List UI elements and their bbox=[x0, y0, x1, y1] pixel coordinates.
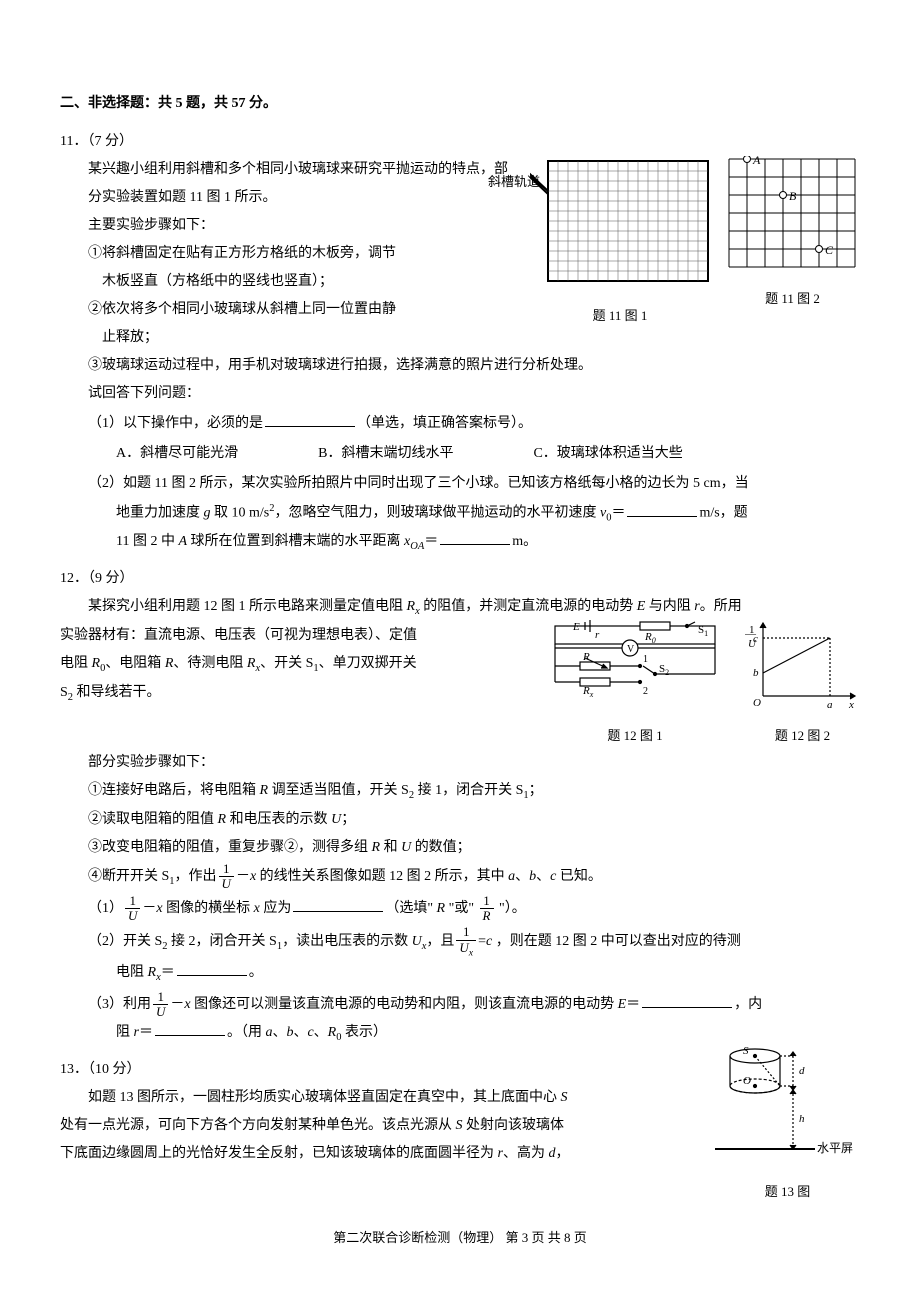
q12-circuit-svg: E r R0 S1 V R Rx 1 2 S2 bbox=[545, 618, 725, 708]
section-title: 二、非选择题：共 5 题，共 57 分。 bbox=[60, 90, 860, 118]
svg-text:c: c bbox=[753, 633, 758, 645]
q12-graph-svg: 1—U x O a b c bbox=[745, 618, 860, 708]
svg-text:C: C bbox=[825, 243, 834, 257]
q12-sub2b: 电阻 Rx＝。 bbox=[60, 959, 860, 988]
blank bbox=[293, 896, 383, 911]
svg-text:O: O bbox=[743, 1075, 751, 1087]
q12-step1: ①连接好电路后，将电阻箱 R 调至适当阻值，开关 S2 接 1，闭合开关 S1； bbox=[60, 777, 860, 806]
svg-text:Rx: Rx bbox=[582, 685, 594, 699]
q11-number: 11．（7 分） bbox=[60, 128, 860, 156]
q11-sub2a: （2）如题 11 图 2 所示，某次实验所拍照片中同时出现了三个小球。已知该方格… bbox=[60, 470, 860, 498]
svg-text:x: x bbox=[848, 699, 854, 708]
svg-text:a: a bbox=[827, 699, 833, 708]
blank bbox=[155, 1021, 225, 1036]
q12-figures: E r R0 S1 V R Rx 1 2 S2 题 12 图 1 1—U x O… bbox=[545, 618, 860, 749]
q11-figures: 斜槽轨道 题 11 图 1 A B C 题 11 图 2 bbox=[530, 156, 860, 329]
q11-fig1-caption: 题 11 图 1 bbox=[530, 303, 710, 329]
q11-optC: C．玻璃球体积适当大些 bbox=[533, 440, 682, 468]
q11-step3: ③玻璃球运动过程中，用手机对玻璃球进行拍摄，选择满意的照片进行分析处理。 bbox=[60, 352, 860, 380]
q12-steps-title: 部分实验步骤如下： bbox=[60, 749, 860, 777]
svg-text:B: B bbox=[789, 189, 797, 203]
svg-text:R: R bbox=[582, 651, 590, 663]
svg-text:S2: S2 bbox=[659, 663, 669, 677]
svg-text:b: b bbox=[753, 667, 759, 679]
q11-fig1-label: 斜槽轨道 bbox=[488, 169, 548, 195]
q12-fig2-caption: 题 12 图 2 bbox=[745, 723, 860, 749]
svg-text:O: O bbox=[753, 697, 761, 708]
q12-step4: ④断开开关 S1，作出1U－x 的线性关系图像如题 12 图 2 所示，其中 a… bbox=[60, 862, 860, 892]
q12-sub1: （1）1U－x 图像的横坐标 x 应为（选填" R "或" 1R "）。 bbox=[60, 894, 860, 924]
q11-sub2c: 11 图 2 中 A 球所在位置到斜槽末端的水平距离 xOA＝m。 bbox=[60, 528, 860, 557]
q12-sub3: （3）利用1U－x 图像还可以测量该直流电源的电动势和内阻，则该直流电源的电动势… bbox=[60, 990, 860, 1020]
svg-text:A: A bbox=[752, 156, 761, 167]
q11-optA: A．斜槽尽可能光滑 bbox=[116, 440, 238, 468]
svg-text:R0: R0 bbox=[644, 631, 656, 645]
q12-fig1-caption: 题 12 图 1 bbox=[545, 723, 725, 749]
q11-fig2-svg: A B C bbox=[725, 156, 860, 271]
q11-sub2b: 地重力加速度 g 取 10 m/s2，忽略空气阻力，则玻璃球做平抛运动的水平初速… bbox=[60, 498, 860, 528]
q13-svg: S O d h 水平屏 bbox=[715, 1044, 860, 1164]
q11-intro: 某兴趣小组利用斜槽和多个相同小玻璃球来研究平抛运动的特点，部分实验装置如题 11… bbox=[60, 156, 520, 212]
blank bbox=[440, 530, 510, 545]
q12-intro: 某探究小组利用题 12 图 1 所示电路来测量定值电阻 Rx 的阻值，并测定直流… bbox=[60, 593, 860, 622]
q12-step2: ②读取电阻箱的阻值 R 和电压表的示数 U； bbox=[60, 806, 860, 834]
svg-text:S: S bbox=[743, 1045, 749, 1057]
svg-text:d: d bbox=[799, 1065, 805, 1077]
svg-text:V: V bbox=[627, 644, 635, 655]
svg-text:2: 2 bbox=[643, 686, 648, 697]
q11-optB: B．斜槽末端切线水平 bbox=[318, 440, 453, 468]
blank bbox=[642, 992, 732, 1007]
q13-fig-caption: 题 13 图 bbox=[715, 1179, 860, 1205]
q11-answer-title: 试回答下列问题： bbox=[60, 380, 860, 408]
q11-sub1: （1）以下操作中，必须的是（单选，填正确答案标号）。 bbox=[60, 410, 860, 438]
svg-text:h: h bbox=[799, 1113, 805, 1125]
q11-fig2: A B C 题 11 图 2 bbox=[725, 156, 860, 329]
q12-fig2: 1—U x O a b c 题 12 图 2 bbox=[745, 618, 860, 749]
page-footer: 第二次联合诊断检测（物理） 第 3 页 共 8 页 bbox=[60, 1225, 860, 1251]
q11-fig2-caption: 题 11 图 2 bbox=[725, 286, 860, 312]
q11-options: A．斜槽尽可能光滑 B．斜槽末端切线水平 C．玻璃球体积适当大些 bbox=[60, 440, 860, 468]
svg-text:r: r bbox=[595, 629, 600, 641]
q12-step3: ③改变电阻箱的阻值，重复步骤②，测得多组 R 和 U 的数值； bbox=[60, 834, 860, 862]
q11-fig1: 斜槽轨道 题 11 图 1 bbox=[530, 156, 710, 329]
blank bbox=[265, 412, 355, 427]
q11-fig1-svg bbox=[530, 156, 710, 286]
q12-fig1: E r R0 S1 V R Rx 1 2 S2 题 12 图 1 bbox=[545, 618, 725, 749]
blank bbox=[627, 501, 697, 516]
svg-text:1: 1 bbox=[643, 654, 648, 665]
svg-text:水平屏: 水平屏 bbox=[817, 1141, 853, 1155]
svg-text:E: E bbox=[572, 621, 580, 633]
q13-figure: S O d h 水平屏 题 13 图 bbox=[715, 1044, 860, 1205]
q12-number: 12．（9 分） bbox=[60, 565, 860, 593]
q12-sub2: （2）开关 S2 接 2，闭合开关 S1，读出电压表的示数 Ux，且1Ux=c … bbox=[60, 925, 860, 959]
blank bbox=[177, 960, 247, 975]
